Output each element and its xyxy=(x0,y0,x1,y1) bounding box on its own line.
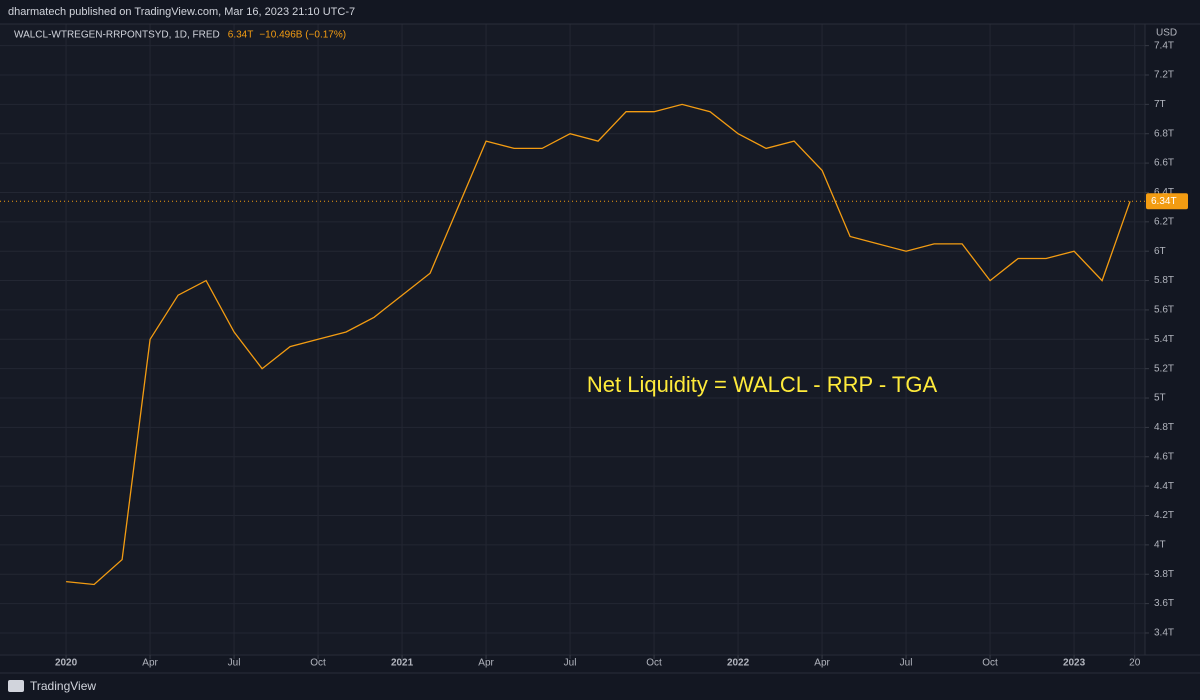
y-tick-label: 6.6T xyxy=(1154,158,1174,169)
x-tick-label: 2023 xyxy=(1063,658,1086,669)
x-tick-label: Jul xyxy=(564,658,577,669)
y-tick-label: 3.4T xyxy=(1154,628,1174,639)
symbol: WALCL-WTREGEN-RRPONTSYD, 1D, FRED xyxy=(14,30,220,41)
x-tick-label: 2021 xyxy=(391,658,414,669)
legend-change: −10.496B (−0.17%) xyxy=(259,30,346,41)
x-tick-label: Apr xyxy=(142,658,158,669)
y-tick-label: 6.4T xyxy=(1154,187,1174,198)
y-tick-label: 4.2T xyxy=(1154,510,1174,521)
x-tick-label: Oct xyxy=(646,658,662,669)
y-tick-label: 6.8T xyxy=(1154,128,1174,139)
x-tick-label: Jul xyxy=(228,658,241,669)
x-tick-label: Oct xyxy=(982,658,998,669)
annotation: Net Liquidity = WALCL - RRP - TGA xyxy=(587,372,938,397)
x-tick-label: Apr xyxy=(478,658,494,669)
line xyxy=(66,103,1131,586)
y-tick-label: 5.2T xyxy=(1154,363,1174,374)
y-tick-label: 7T xyxy=(1154,99,1166,110)
y-tick-label: 3.8T xyxy=(1154,569,1174,580)
legend-price: 6.34T xyxy=(228,30,254,41)
y-tick-label: 5.6T xyxy=(1154,305,1174,316)
currency: USD xyxy=(1156,28,1177,39)
x-tick-label: Oct xyxy=(310,658,326,669)
y-tick-label: 3.6T xyxy=(1154,598,1174,609)
y-tick-label: 7.2T xyxy=(1154,70,1174,81)
x-tick-label: 20 xyxy=(1129,658,1141,669)
x-tick-label: Jul xyxy=(900,658,913,669)
last-price-tag xyxy=(1146,193,1188,210)
y-tick-label: 6.2T xyxy=(1154,216,1174,227)
y-tick-label: 6T xyxy=(1154,246,1166,257)
x-tick-label: 2020 xyxy=(55,658,78,669)
y-tick-label: 4T xyxy=(1154,540,1166,551)
y-tick-label: 5.4T xyxy=(1154,334,1174,345)
y-tick-label: 4.4T xyxy=(1154,481,1174,492)
x-tick-label: Apr xyxy=(814,658,830,669)
publish-info: dharmatech published on TradingView.com,… xyxy=(8,6,355,18)
y-tick-label: 5.8T xyxy=(1154,275,1174,286)
y-tick-label: 4.8T xyxy=(1154,422,1174,433)
x-tick-label: 2022 xyxy=(727,658,750,669)
brand: TradingView xyxy=(30,679,96,693)
y-tick-label: 4.6T xyxy=(1154,451,1174,462)
last-price-label: 6.34T xyxy=(1151,196,1177,207)
y-tick-label: 5T xyxy=(1154,393,1166,404)
y-tick-label: 7.4T xyxy=(1154,40,1174,51)
brand-logo xyxy=(8,680,24,692)
